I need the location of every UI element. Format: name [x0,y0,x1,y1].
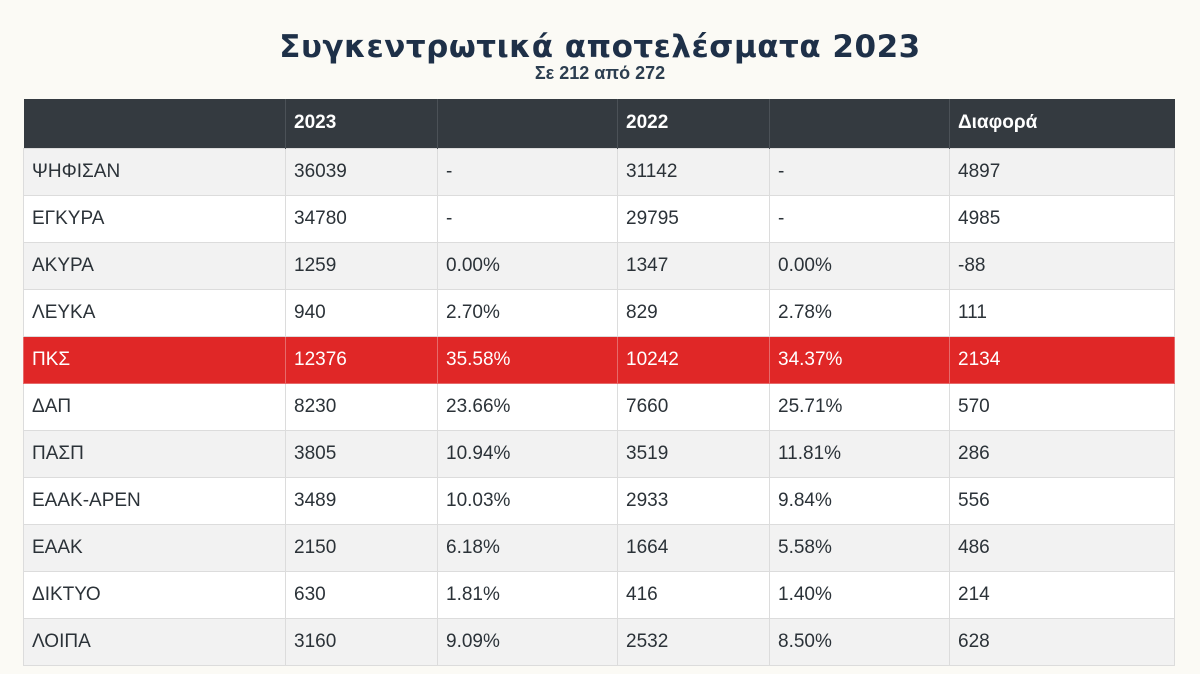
cell-percent-2022: 5.58% [769,523,950,572]
header-2022: 2022 [617,99,770,148]
cell-difference: -88 [949,241,1175,290]
cell-difference: 4985 [949,194,1175,243]
cell-difference: 111 [949,288,1175,337]
table-header: 2023 2022 Διαφορά [23,99,1175,148]
cell-percent-2023: 23.66% [437,382,618,431]
table-row: ΨΗΦΙΣΑΝ 36039-31142-4897 [23,147,1175,196]
cell-votes-2022: 29795 [617,194,770,243]
cell-percent-2022: 2.78% [769,288,950,337]
cell-percent-2023: 0.00% [437,241,618,290]
cell-row-label: ΑΚΥΡΑ [23,241,286,290]
cell-votes-2023: 630 [285,570,438,619]
table-body: ΨΗΦΙΣΑΝ 36039-31142-4897 ΕΓΚΥΡΑ 34780-29795… [23,147,1175,666]
header-2023-percent [437,99,618,148]
cell-percent-2022: 1.40% [769,570,950,619]
cell-percent-2023: 9.09% [437,617,618,666]
cell-votes-2022: 2933 [617,476,770,525]
cell-votes-2022: 2532 [617,617,770,666]
cell-percent-2023: - [437,194,618,243]
cell-percent-2022: 11.81% [769,429,950,478]
cell-votes-2023: 34780 [285,194,438,243]
cell-votes-2023: 3160 [285,617,438,666]
cell-percent-2023: - [437,147,618,196]
cell-votes-2023: 940 [285,288,438,337]
cell-percent-2023: 1.81% [437,570,618,619]
cell-percent-2022: 0.00% [769,241,950,290]
cell-row-label: ΕΑΑΚ-ΑΡΕΝ [23,476,286,525]
cell-votes-2022: 416 [617,570,770,619]
cell-votes-2022: 1347 [617,241,770,290]
header-row: 2023 2022 Διαφορά [23,99,1175,148]
cell-votes-2022: 829 [617,288,770,337]
cell-difference: 2134 [949,335,1175,384]
table-row: ΠΑΣΠ 3805 10.94% 3519 11.81% 286 [23,429,1175,478]
cell-percent-2022: 34.37% [769,335,950,384]
cell-row-label: ΔΑΠ [23,382,286,431]
cell-row-label: ΛΟΙΠΑ [23,617,286,666]
cell-votes-2022: 3519 [617,429,770,478]
page-subtitle: Σε 212 από 272 [534,63,666,83]
cell-votes-2022: 10242 [617,335,770,384]
table-row: ΛΟΙΠΑ 3160 9.09% 2532 8.50% 628 [23,617,1175,666]
cell-row-label: ΔΙΚΤΥΟ [23,570,286,619]
header-difference: Διαφορά [958,112,1038,134]
cell-percent-2022: 9.84% [769,476,950,525]
table-row: ΕΑΑΚ 2150 6.18% 1664 5.58% 486 [23,523,1175,572]
cell-percent-2022: 8.50% [769,617,950,666]
cell-votes-2023: 8230 [285,382,438,431]
table-row: ΔΑΠ 8230 23.66% 7660 25.71% 570 [23,382,1175,431]
cell-row-label: ΨΗΦΙΣΑΝ [23,147,286,196]
cell-row-label: ΕΑΑΚ [23,523,286,572]
table-row: ΔΙΚΤΥΟ 630 1.81% 416 1.40% 214 [23,570,1175,619]
cell-votes-2023: 1259 [285,241,438,290]
table-row: ΑΚΥΡΑ 1259 0.00% 1347 0.00% -88 [23,241,1175,290]
cell-percent-2022: - [769,194,950,243]
cell-percent-2023: 10.03% [437,476,618,525]
cell-difference: 286 [949,429,1175,478]
cell-votes-2023: 3489 [285,476,438,525]
cell-percent-2023: 2.70% [437,288,618,337]
header-2023: 2023 [285,99,438,148]
cell-percent-2023: 35.58% [437,335,618,384]
cell-difference: 4897 [949,147,1175,196]
cell-percent-2022: 25.71% [769,382,950,431]
cell-difference: 628 [949,617,1175,666]
cell-votes-2022: 1664 [617,523,770,572]
cell-votes-2023: 12376 [285,335,438,384]
cell-difference: 486 [949,523,1175,572]
header-label-column [23,99,286,148]
cell-votes-2023: 36039 [285,147,438,196]
header-2022-percent [769,99,950,148]
table-row: ΕΑΑΚ-ΑΡΕΝ 3489 10.03% 2933 9.84% 556 [23,476,1175,525]
table-row: ΕΓΚΥΡΑ 34780-29795-4985 [23,194,1175,243]
cell-percent-2023: 10.94% [437,429,618,478]
cell-row-label: ΛΕΥΚΑ [23,288,286,337]
page-title: Συγκεντρωτικά αποτελέσματα 2023 [279,28,921,65]
cell-difference: 214 [949,570,1175,619]
cell-votes-2023: 2150 [285,523,438,572]
cell-row-label: ΕΓΚΥΡΑ [23,194,286,243]
cell-votes-2022: 31142 [617,147,770,196]
cell-percent-2022: - [769,147,950,196]
cell-percent-2023: 6.18% [437,523,618,572]
results-table: 2023 2022 Διαφορά ΨΗΦΙΣΑΝ 36039-31142-489… [23,99,1175,666]
cell-votes-2023: 3805 [285,429,438,478]
cell-difference: 556 [949,476,1175,525]
cell-row-label: ΠΑΣΠ [23,429,286,478]
table-row: ΠΚΣ 12376 35.58% 10242 34.37% 2134 [23,335,1175,384]
cell-difference: 570 [949,382,1175,431]
cell-row-label: ΠΚΣ [23,335,286,384]
table-row: ΛΕΥΚΑ 940 2.70% 829 2.78% 111 [23,288,1175,337]
cell-votes-2022: 7660 [617,382,770,431]
